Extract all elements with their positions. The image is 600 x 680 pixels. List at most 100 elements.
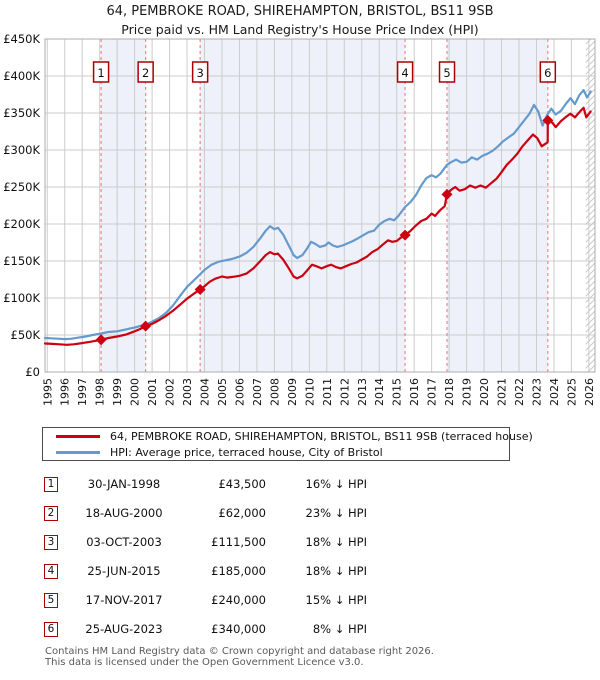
x-tick-label: 1996 [59, 378, 72, 406]
sale-number-badge: 4 [44, 564, 58, 579]
y-tick-label: £200K [3, 217, 40, 231]
x-tick-label: 2020 [478, 378, 491, 406]
sale-row-6: 6 25-AUG-2023 £340,000 8% ↓ HPI [0, 622, 600, 638]
x-tick-label: 2009 [286, 378, 299, 406]
sale-number-box-2 [137, 61, 154, 83]
sale-number-badge: 1 [44, 477, 58, 492]
x-tick-label: 2003 [181, 378, 194, 406]
sale-date: 30-JAN-1998 [87, 477, 161, 491]
sale-diamond-3 [194, 283, 206, 295]
sale-vs-hpi: 18% ↓ HPI [305, 564, 367, 578]
sale-vs-hpi: 8% ↓ HPI [312, 622, 367, 636]
page-subtitle: Price paid vs. HM Land Registry's House … [121, 22, 479, 37]
y-tick-label: £150K [3, 254, 40, 268]
x-tick-label: 2000 [129, 378, 142, 406]
footer-copyright: Contains HM Land Registry data © Crown c… [45, 646, 434, 657]
sale-date: 25-JUN-2015 [87, 564, 161, 578]
sale-date: 03-OCT-2003 [86, 535, 162, 549]
sale-number-badge: 5 [44, 593, 58, 608]
sale-number-badge: 6 [44, 622, 58, 637]
y-tick-label: £350K [3, 106, 40, 120]
sale-row-1: 1 30-JAN-1998 £43,500 16% ↓ HPI [0, 477, 600, 493]
sale-row-4: 4 25-JUN-2015 £185,000 18% ↓ HPI [0, 564, 600, 580]
legend-label: 64, PEMBROKE ROAD, SHIREHAMPTON, BRISTOL… [110, 429, 533, 443]
sale-diamond-1 [95, 334, 107, 346]
sale-vs-hpi: 23% ↓ HPI [305, 506, 367, 520]
x-tick-label: 2022 [513, 378, 526, 406]
ownership-band [101, 39, 146, 372]
sale-number-box-5 [438, 61, 456, 83]
sale-price: £62,000 [218, 506, 266, 520]
sale-diamond-6 [542, 114, 554, 126]
sale-number-box-3 [191, 61, 209, 83]
sale-row-3: 3 03-OCT-2003 £111,500 18% ↓ HPI [0, 535, 600, 551]
y-tick-label: £0 [25, 365, 40, 379]
legend-item-0: 64, PEMBROKE ROAD, SHIREHAMPTON, BRISTOL… [43, 430, 533, 443]
sale-date: 17-NOV-2017 [85, 593, 163, 607]
x-tick-label: 2025 [565, 378, 578, 406]
sale-vs-hpi: 16% ↓ HPI [305, 477, 367, 491]
sale-number-4: 4 [401, 66, 408, 80]
legend-label: HPI: Average price, terraced house, City… [110, 445, 383, 459]
sale-number-box-1 [92, 61, 110, 83]
chart-legend: 64, PEMBROKE ROAD, SHIREHAMPTON, BRISTOL… [42, 427, 533, 461]
sale-number-box-4 [396, 61, 414, 83]
sale-price: £240,000 [211, 593, 266, 607]
sale-number-6: 6 [544, 66, 551, 80]
x-tick-label: 1997 [76, 378, 89, 406]
x-tick-label: 1999 [111, 378, 124, 406]
legend-item-1: HPI: Average price, terraced house, City… [43, 446, 509, 459]
sale-price: £43,500 [218, 477, 266, 491]
x-tick-label: 2008 [268, 378, 281, 406]
x-tick-label: 2001 [146, 378, 159, 406]
sale-number-2: 2 [142, 66, 149, 80]
sale-number-box-6 [539, 61, 557, 83]
x-tick-label: 2007 [251, 378, 264, 406]
x-tick-label: 2014 [373, 378, 386, 406]
y-tick-label: £50K [11, 328, 41, 342]
x-tick-label: 2005 [216, 378, 229, 406]
hpi-line [43, 88, 592, 341]
x-tick-label: 1995 [41, 378, 54, 406]
x-tick-label: 2013 [356, 378, 369, 406]
x-tick-label: 2006 [233, 378, 246, 406]
x-tick-label: 2023 [530, 378, 543, 406]
x-tick-label: 2021 [496, 378, 509, 406]
x-tick-label: 2004 [199, 378, 212, 406]
x-tick-label: 2012 [338, 378, 351, 406]
y-tick-label: £300K [3, 143, 40, 157]
sale-row-5: 5 17-NOV-2017 £240,000 15% ↓ HPI [0, 593, 600, 609]
footer-licence: This data is licensed under the Open Gov… [45, 657, 364, 668]
sale-price: £111,500 [211, 535, 266, 549]
x-tick-label: 2026 [583, 378, 596, 406]
ownership-band [447, 39, 548, 372]
sale-number-badge: 3 [44, 535, 58, 550]
sale-price: £185,000 [211, 564, 266, 578]
price-history-chart: 1 2 3 4 5 6 £0 £50K £100K £150K £200K £250K £300K £35… [3, 32, 596, 406]
sale-date: 25-AUG-2023 [85, 622, 163, 636]
x-tick-label: 2019 [461, 378, 474, 406]
y-tick-label: £400K [3, 69, 40, 83]
sale-vs-hpi: 18% ↓ HPI [305, 535, 367, 549]
sale-number-badge: 2 [44, 506, 58, 521]
x-tick-label: 2015 [391, 378, 404, 406]
x-tick-label: 2024 [548, 378, 561, 406]
plot-border [44, 38, 596, 373]
sale-diamond-2 [140, 320, 152, 332]
price-paid-line [43, 106, 592, 346]
sale-row-2: 2 18-AUG-2000 £62,000 23% ↓ HPI [0, 506, 600, 522]
sale-diamond-4 [399, 229, 411, 241]
sale-vs-hpi: 15% ↓ HPI [305, 593, 367, 607]
x-tick-label: 2002 [164, 378, 177, 406]
x-tick-label: 2018 [443, 378, 456, 406]
price-line-swatch [56, 434, 100, 438]
x-tick-label: 2010 [303, 378, 316, 406]
ownership-band [200, 39, 406, 372]
sale-price: £340,000 [211, 622, 266, 636]
sale-number-1: 1 [97, 66, 104, 80]
sale-date: 18-AUG-2000 [85, 506, 163, 520]
hpi-line-swatch [56, 450, 100, 454]
x-tick-label: 2016 [408, 378, 421, 406]
x-tick-label: 2017 [426, 378, 439, 406]
sale-number-5: 5 [443, 66, 450, 80]
